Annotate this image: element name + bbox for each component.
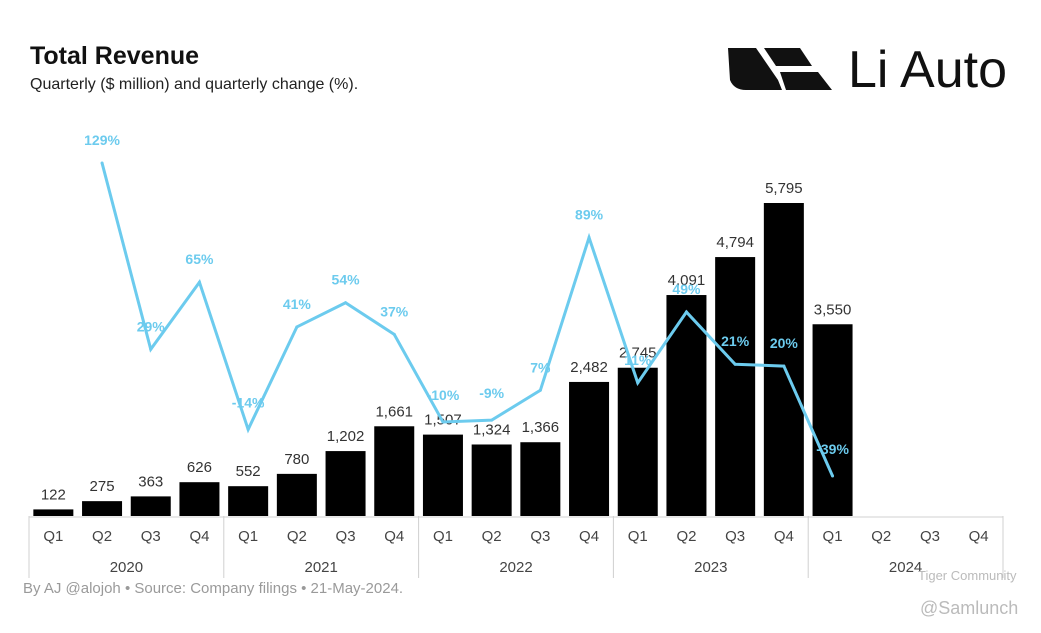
- quarter-tick-label: Q4: [384, 528, 404, 545]
- quarter-tick-label: Q1: [433, 528, 453, 545]
- chart-subtitle: Quarterly ($ million) and quarterly chan…: [30, 76, 359, 93]
- quarter-tick-label: Q2: [482, 528, 502, 545]
- change-value-label: 65%: [185, 251, 214, 267]
- change-value-label: -39%: [816, 441, 849, 457]
- change-point: [100, 161, 104, 165]
- change-value-label: -10%: [427, 387, 460, 403]
- change-point: [538, 388, 542, 392]
- change-point: [392, 332, 396, 336]
- quarter-tick-label: Q3: [725, 528, 745, 545]
- bar-value-label: 1,366: [522, 419, 560, 436]
- bar: [179, 482, 220, 516]
- bar: [422, 434, 463, 516]
- change-point: [197, 280, 201, 284]
- change-point: [684, 310, 688, 314]
- bar-value-label: 4,794: [716, 234, 754, 251]
- quarter-tick-label: Q4: [774, 528, 794, 545]
- quarter-tick-label: Q1: [628, 528, 648, 545]
- brand-name: Li Auto: [848, 41, 1008, 99]
- quarter-tick-label: Q2: [871, 528, 891, 545]
- quarter-tick-label: Q1: [43, 528, 63, 545]
- bar: [763, 203, 804, 516]
- quarter-tick-label: Q4: [969, 528, 989, 545]
- bar: [471, 444, 512, 516]
- watermark-user: @Samlunch: [920, 598, 1019, 618]
- source-credit: By AJ @alojoh • Source: Company filings …: [23, 580, 404, 597]
- change-value-label: 49%: [672, 281, 701, 297]
- change-point: [733, 362, 737, 366]
- bar-value-label: 780: [284, 451, 309, 468]
- bar: [617, 367, 658, 516]
- year-label: 2021: [305, 559, 338, 576]
- change-point: [149, 347, 153, 351]
- bar: [82, 501, 123, 516]
- bar: [374, 426, 415, 516]
- change-value-label: 89%: [575, 207, 604, 223]
- bar-value-label: 552: [236, 463, 261, 480]
- year-label: 2020: [110, 559, 143, 576]
- change-value-label: 21%: [721, 333, 750, 349]
- change-point: [831, 474, 835, 478]
- quarter-tick-label: Q3: [336, 528, 356, 545]
- change-point: [295, 325, 299, 329]
- change-point: [246, 427, 250, 431]
- bar-value-label: 1,202: [327, 428, 365, 445]
- brand-logo: Li Auto: [726, 40, 1026, 100]
- change-point: [636, 381, 640, 385]
- bar: [325, 451, 366, 516]
- quarter-tick-label: Q2: [287, 528, 307, 545]
- quarter-tick-label: Q2: [676, 528, 696, 545]
- bar: [520, 442, 561, 516]
- change-point: [587, 236, 591, 240]
- bar-value-label: 363: [138, 473, 163, 490]
- change-value-label: 54%: [332, 272, 361, 288]
- change-line: [100, 162, 834, 477]
- quarter-tick-label: Q3: [530, 528, 550, 545]
- change-point: [441, 420, 445, 424]
- bar: [130, 496, 171, 516]
- quarter-tick-label: Q1: [823, 528, 843, 545]
- year-label: 2024: [889, 559, 922, 576]
- bar: [33, 509, 74, 516]
- bar: [569, 381, 610, 516]
- change-value-label: 41%: [283, 296, 312, 312]
- change-value-label: -9%: [479, 385, 504, 401]
- quarter-tick-label: Q3: [141, 528, 161, 545]
- change-point: [490, 418, 494, 422]
- bar-value-label: 2,482: [570, 359, 608, 376]
- year-label: 2023: [694, 559, 727, 576]
- change-value-label: 29%: [137, 318, 166, 334]
- change-value-label: 129%: [84, 132, 120, 148]
- change-value-label: -14%: [232, 394, 265, 410]
- bar-value-label: 275: [90, 478, 115, 495]
- quarter-tick-label: Q4: [579, 528, 599, 545]
- bar-value-label: 4,091: [668, 272, 706, 289]
- change-value-label: 7%: [530, 359, 551, 375]
- bar: [715, 257, 756, 516]
- quarter-tick-label: Q2: [92, 528, 112, 545]
- bar-value-label: 1,661: [375, 403, 413, 420]
- bar: [276, 473, 317, 516]
- change-point: [344, 301, 348, 305]
- quarter-tick-label: Q1: [238, 528, 258, 545]
- change-value-label: 37%: [380, 303, 409, 319]
- bar-value-label: 5,795: [765, 180, 803, 197]
- bar: [812, 324, 853, 516]
- bar-value-label: 626: [187, 459, 212, 476]
- quarter-tick-label: Q3: [920, 528, 940, 545]
- li-auto-logo-icon: [728, 48, 832, 90]
- change-point: [782, 364, 786, 368]
- quarter-tick-label: Q4: [189, 528, 209, 545]
- year-label: 2022: [499, 559, 532, 576]
- bar: [228, 486, 269, 516]
- bar-value-label: 122: [41, 486, 66, 503]
- change-value-label: 20%: [770, 335, 799, 351]
- chart-title: Total Revenue: [30, 42, 200, 70]
- watermark-community: Tiger Community: [918, 568, 1017, 583]
- bar-value-label: 1,324: [473, 421, 511, 438]
- bar-value-label: 3,550: [814, 301, 852, 318]
- change-value-label: 11%: [624, 352, 652, 368]
